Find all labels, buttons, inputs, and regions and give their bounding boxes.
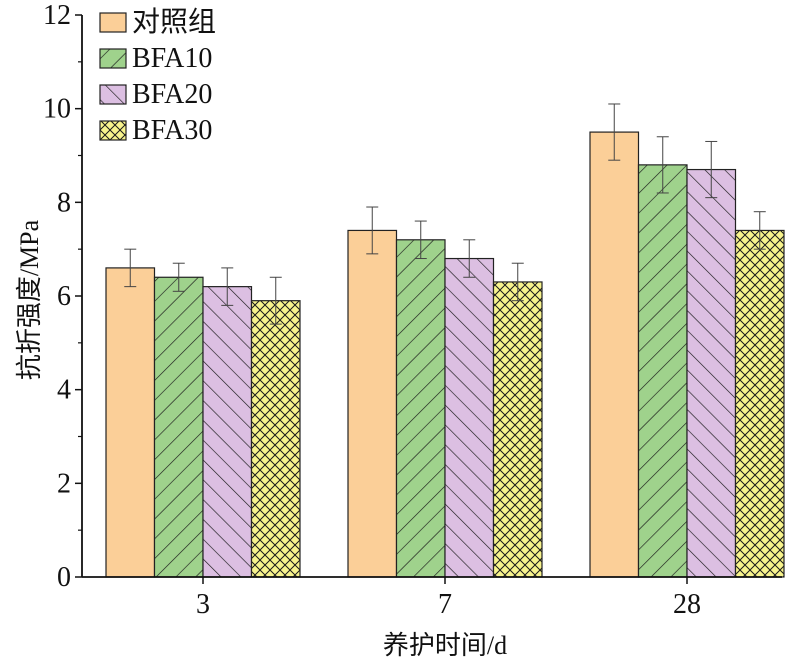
y-tick-label-2: 2 xyxy=(57,468,71,499)
bar-pattern-BFA30-28 xyxy=(735,230,784,577)
y-axis-label: 抗折强度/MPa xyxy=(15,219,44,380)
y-tick-label-8: 8 xyxy=(57,187,71,218)
legend-swatch-outline-BFA20 xyxy=(99,84,127,105)
bars-layer xyxy=(105,131,785,578)
legend-swatch-pattern-BFA20 xyxy=(100,85,126,104)
legend-label-BFA10: BFA10 xyxy=(132,43,212,74)
y-tick-label-4: 4 xyxy=(57,375,71,406)
error-bars-layer xyxy=(124,103,766,325)
bar-pattern-BFA10-28 xyxy=(638,164,687,577)
bar-对照组-3 xyxy=(106,267,155,577)
bar-pattern-BFA30-7 xyxy=(493,281,542,577)
legend-swatch-pattern-BFA30 xyxy=(100,121,126,140)
x-tick-label-7: 7 xyxy=(438,589,452,620)
bar-pattern-BFA10-7 xyxy=(396,239,445,578)
bar-pattern-BFA30-3 xyxy=(251,300,300,577)
y-tick-label-10: 10 xyxy=(43,94,71,125)
legend-swatch-outline-BFA30 xyxy=(99,120,127,141)
bar-pattern-BFA10-3 xyxy=(154,277,203,577)
y-tick-label-0: 0 xyxy=(57,562,71,593)
legend-label-BFA20: BFA20 xyxy=(132,79,212,110)
x-axis-label: 养护时间/d xyxy=(383,631,507,660)
y-tick-label-6: 6 xyxy=(57,281,71,312)
bar-对照组-28 xyxy=(590,132,639,578)
legend-swatch-outline-BFA10 xyxy=(99,48,127,69)
legend-label-对照组: 对照组 xyxy=(132,6,216,38)
bar-pattern-BFA20-7 xyxy=(445,258,494,577)
legend-swatch-outline-对照组 xyxy=(99,12,127,33)
axes-layer: 3 7 28 0 2 4 6 8 10 12 xyxy=(43,0,782,620)
bar-对照组-7 xyxy=(348,230,397,577)
bar-pattern-BFA20-3 xyxy=(203,286,252,577)
legend-swatch-pattern-BFA10 xyxy=(100,49,126,68)
bar-pattern-BFA20-28 xyxy=(687,169,736,578)
legend-label-BFA30: BFA30 xyxy=(132,115,212,146)
x-tick-label-3: 3 xyxy=(196,589,210,620)
legend: 对照组 BFA10 BFA20 BFA30 xyxy=(99,6,216,146)
y-tick-label-12: 12 xyxy=(43,0,71,31)
x-tick-label-28: 28 xyxy=(673,589,701,620)
legend-swatch-对照组 xyxy=(100,13,126,32)
